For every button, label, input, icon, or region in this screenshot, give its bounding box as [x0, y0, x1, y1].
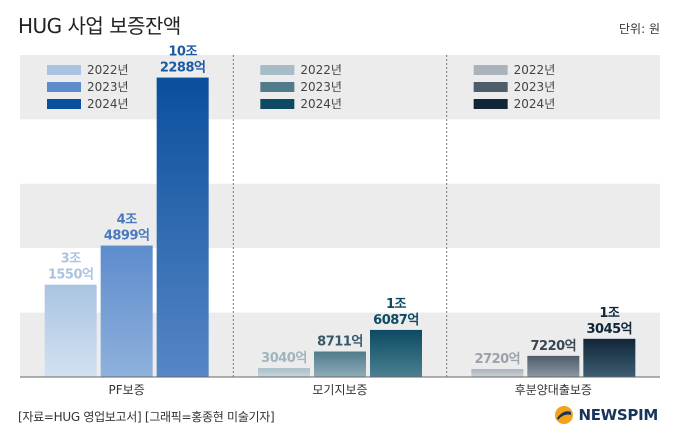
- legend-swatch: [260, 65, 295, 75]
- legend-label: 2023년: [300, 80, 342, 94]
- grid-band: [20, 119, 660, 184]
- data-label: 3조: [61, 252, 82, 267]
- data-label: 4899억: [104, 229, 150, 244]
- grid-band: [20, 55, 660, 120]
- legend-swatch: [47, 82, 81, 92]
- legend-label: 2022년: [87, 63, 129, 77]
- data-label: 3045억: [587, 322, 633, 337]
- data-label: 1조: [599, 306, 620, 321]
- data-label: 1550억: [48, 268, 94, 283]
- data-label: 1조: [386, 297, 407, 312]
- legend-label: 2023년: [87, 80, 129, 94]
- data-label: 8711억: [317, 335, 363, 350]
- legend-swatch: [473, 65, 508, 75]
- legend-swatch: [260, 82, 295, 92]
- bar: [370, 329, 422, 377]
- legend-swatch: [473, 99, 508, 109]
- source-credit: [자료=HUG 영업보고서] [그래픽=홍종현 미술기자]: [18, 410, 275, 424]
- data-label: 2720억: [475, 352, 521, 367]
- chart-title: HUG 사업 보증잔액: [18, 14, 181, 38]
- category-label: 모기지보증: [312, 383, 367, 397]
- data-label: 3040억: [261, 351, 307, 366]
- category-label: PF보증: [109, 383, 145, 397]
- bar: [100, 245, 153, 377]
- bar: [258, 368, 310, 377]
- legend-swatch: [47, 99, 81, 109]
- data-label: 2288억: [160, 61, 206, 76]
- bar: [44, 284, 97, 377]
- category-label: 후분양대출보증: [515, 383, 592, 397]
- data-label: 4조: [117, 213, 138, 228]
- legend-label: 2024년: [300, 97, 342, 111]
- unit-label: 단위: 원: [619, 22, 660, 36]
- grid-band: [20, 183, 660, 249]
- brand-logo: NEWSPIM: [554, 405, 658, 425]
- data-label: 10조: [168, 45, 197, 60]
- legend-label: 2024년: [87, 97, 129, 111]
- legend-label: 2022년: [300, 63, 342, 77]
- legend-swatch: [260, 99, 295, 109]
- legend-label: 2024년: [514, 97, 556, 111]
- bar: [527, 355, 580, 377]
- data-label: 7220억: [531, 339, 577, 354]
- bar: [583, 338, 636, 377]
- data-label: 6087억: [373, 313, 419, 328]
- bar: [156, 77, 209, 377]
- legend-label: 2023년: [514, 80, 556, 94]
- bar: [471, 369, 524, 377]
- bar: [314, 351, 366, 377]
- legend-label: 2022년: [514, 63, 556, 77]
- legend-swatch: [473, 82, 508, 92]
- brand-text: NEWSPIM: [578, 406, 658, 424]
- legend-swatch: [47, 65, 81, 75]
- newspim-logo-icon: [555, 406, 574, 424]
